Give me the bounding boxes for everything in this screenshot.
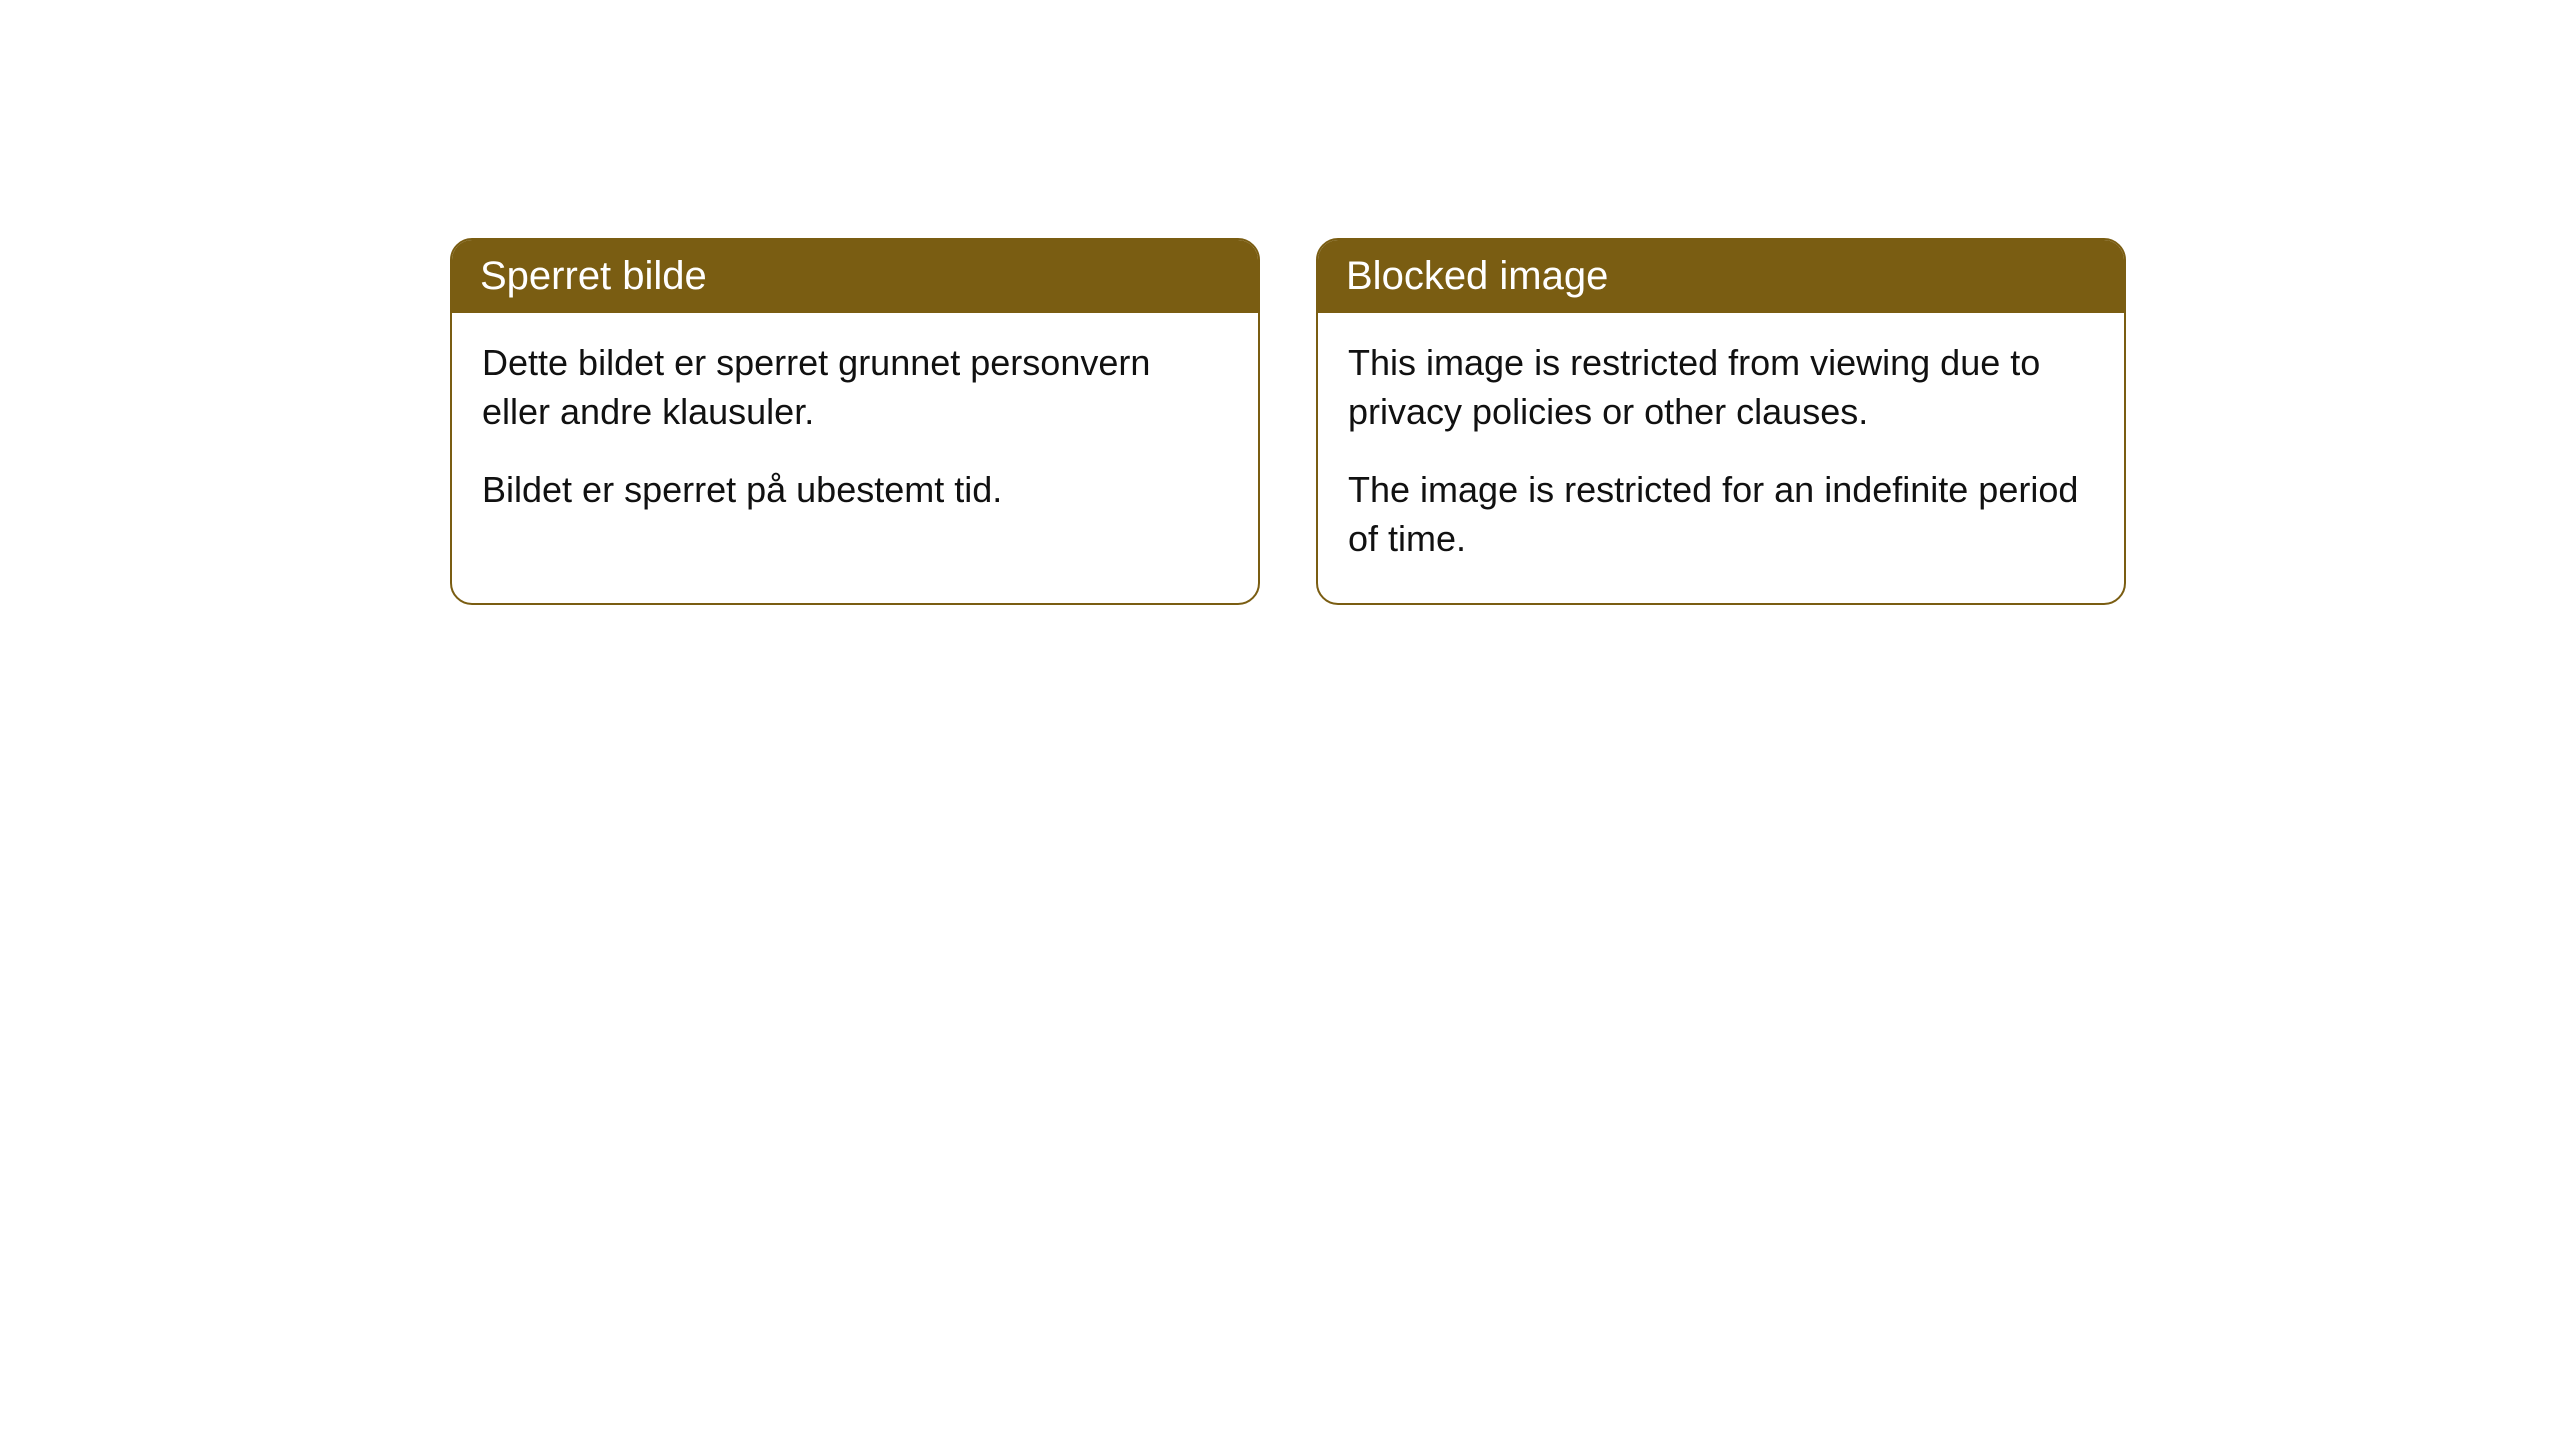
card-title-norwegian: Sperret bilde: [480, 254, 707, 298]
card-body-norwegian: Dette bildet er sperret grunnet personve…: [452, 313, 1258, 555]
notice-cards-container: Sperret bilde Dette bildet er sperret gr…: [450, 238, 2126, 605]
card-title-english: Blocked image: [1346, 254, 1608, 298]
card-p2-norwegian: Bildet er sperret på ubestemt tid.: [482, 466, 1228, 515]
card-p1-english: This image is restricted from viewing du…: [1348, 339, 2094, 436]
card-body-english: This image is restricted from viewing du…: [1318, 313, 2124, 603]
notice-card-english: Blocked image This image is restricted f…: [1316, 238, 2126, 605]
card-p2-english: The image is restricted for an indefinit…: [1348, 466, 2094, 563]
card-header-norwegian: Sperret bilde: [452, 240, 1258, 313]
card-header-english: Blocked image: [1318, 240, 2124, 313]
notice-card-norwegian: Sperret bilde Dette bildet er sperret gr…: [450, 238, 1260, 605]
card-p1-norwegian: Dette bildet er sperret grunnet personve…: [482, 339, 1228, 436]
